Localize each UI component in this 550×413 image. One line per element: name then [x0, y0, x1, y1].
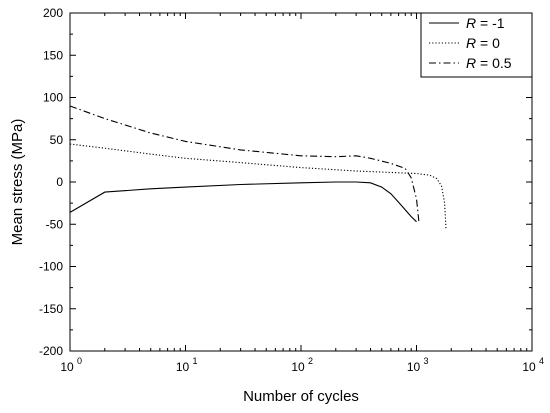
x-tick-label-exponent: 0 — [77, 356, 82, 366]
legend-label-italic: R — [466, 15, 476, 31]
y-tick-label: 200 — [43, 6, 63, 20]
series-line-2 — [69, 143, 447, 229]
legend-label-rest: = 0 — [476, 35, 500, 51]
x-tick-label: 10 — [407, 360, 421, 374]
x-tick-label: 10 — [522, 360, 536, 374]
legend: R = -1R = 0R = 0.5 — [420, 12, 533, 78]
y-tick-label: -150 — [39, 302, 63, 316]
legend-box — [420, 12, 533, 78]
y-tick-label: -200 — [39, 344, 63, 358]
y-axis-ticks: 200 150 100 50 0 -50 -100 -150 -200 — [39, 6, 532, 358]
x-tick-label-exponent: 1 — [193, 356, 198, 366]
y-tick-label: -100 — [39, 260, 63, 274]
series-line-3 — [69, 105, 420, 222]
x-tick-label: 10 — [60, 360, 74, 374]
x-tick-label: 10 — [176, 360, 190, 374]
legend-label-italic: R — [466, 55, 476, 71]
legend-label-italic: R — [466, 35, 476, 51]
x-axis-title: Number of cycles — [243, 388, 359, 405]
legend-label-2: R = 0 — [466, 35, 500, 51]
x-tick-label-exponent: 3 — [424, 356, 429, 366]
legend-label-3: R = 0.5 — [466, 55, 512, 71]
series-layer — [69, 105, 447, 229]
x-axis-ticks: 10 0 10 1 10 2 10 3 10 4 — [60, 13, 544, 374]
y-tick-label: 150 — [43, 48, 63, 62]
legend-label-1: R = -1 — [466, 15, 505, 31]
y-tick-label: 50 — [50, 133, 64, 147]
series-line-1 — [69, 181, 417, 223]
y-tick-label: -50 — [46, 217, 64, 231]
legend-label-rest: = 0.5 — [476, 55, 512, 71]
y-tick-label: 100 — [43, 91, 63, 105]
x-tick-label-exponent: 4 — [539, 356, 544, 366]
y-tick-label: 0 — [56, 175, 63, 189]
x-tick-label-exponent: 2 — [308, 356, 313, 366]
legend-label-rest: = -1 — [476, 15, 505, 31]
x-tick-label: 10 — [291, 360, 305, 374]
y-axis-title: Mean stress (MPa) — [9, 119, 26, 246]
